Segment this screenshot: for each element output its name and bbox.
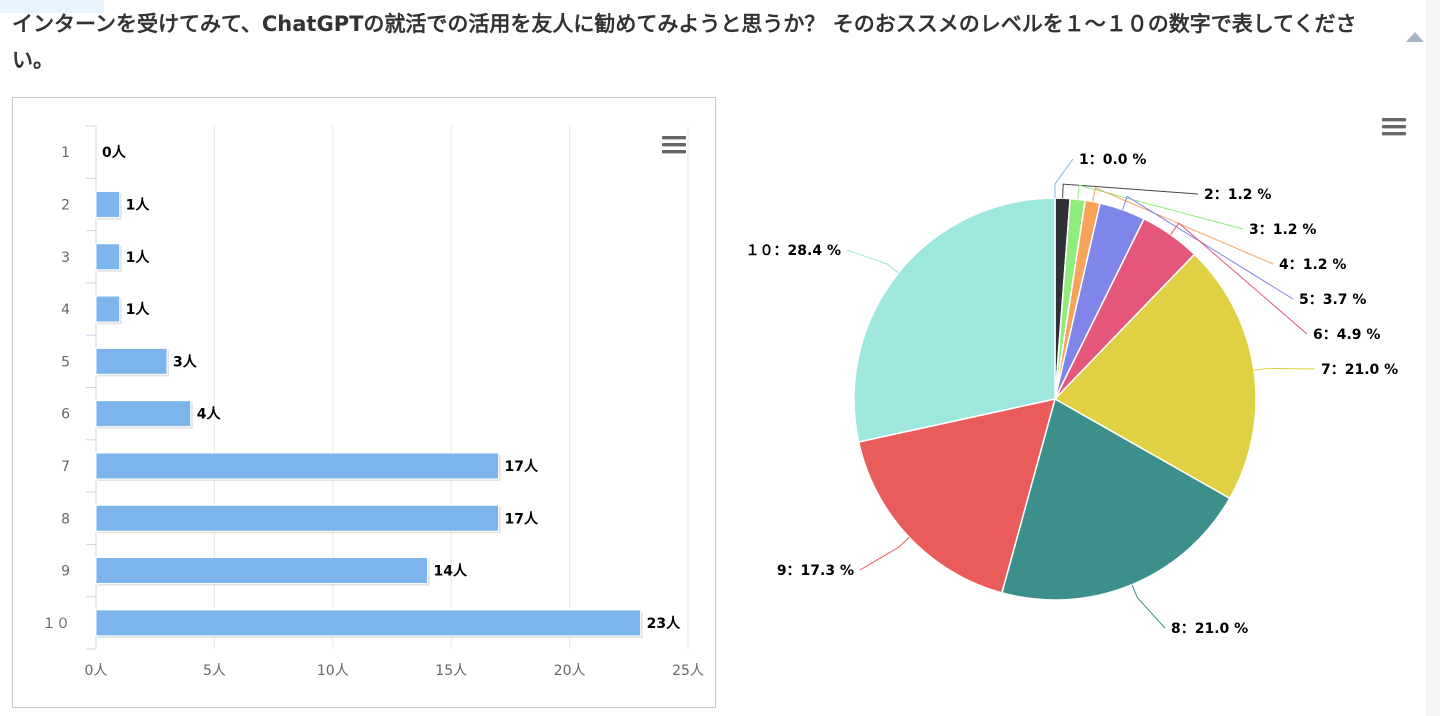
pie-slice[interactable] bbox=[857, 398, 1057, 594]
bar-value-label: 23人 bbox=[647, 615, 681, 632]
pie-data-label: 1：0.0 % bbox=[1079, 152, 1146, 168]
pie-data-label: 5：3.7 % bbox=[1299, 292, 1366, 308]
bar[interactable] bbox=[95, 295, 121, 323]
bar-value-label: 0人 bbox=[102, 144, 127, 161]
pie-data-label: 7：21.0 % bbox=[1321, 362, 1398, 378]
bar-axis bbox=[86, 125, 97, 650]
pie-data-label: 2：1.2 % bbox=[1204, 187, 1271, 203]
pie-connector bbox=[859, 537, 910, 571]
bar-value-label: 4人 bbox=[197, 406, 222, 423]
bar-value-label: 1人 bbox=[126, 301, 151, 318]
bar[interactable] bbox=[95, 504, 500, 532]
x-tick-label: 5人 bbox=[203, 663, 226, 679]
pie-chart-panel: 1：0.0 % 2：1.2 % 3：1.2 % 4：1.2 % 5：3.7 % 6：4.9… bbox=[724, 97, 1424, 708]
pie-slice[interactable] bbox=[1053, 253, 1257, 500]
bar[interactable] bbox=[95, 347, 168, 375]
pie-data-label: １０：28.4 % bbox=[746, 243, 841, 259]
bar-chart-panel: 1 2 3 4 5 6 7 8 9 １０ 0人 5人 10人 15人 20人 25人 0人 1人 1人 1人 3人 4… bbox=[12, 97, 716, 708]
pie-series bbox=[853, 197, 1257, 601]
x-tick-label: 25人 bbox=[672, 663, 704, 679]
pie-data-label: 4：1.2 % bbox=[1279, 257, 1346, 273]
y-category-label: 1 bbox=[61, 145, 70, 161]
y-category-label: 4 bbox=[61, 302, 70, 318]
header-accent bbox=[0, 0, 104, 13]
hamburger-menu-icon[interactable] bbox=[1381, 114, 1407, 140]
pie-data-label: 3：1.2 % bbox=[1249, 222, 1316, 238]
chevron-up-icon[interactable] bbox=[1402, 26, 1428, 46]
pie-slice[interactable] bbox=[1000, 397, 1231, 601]
hamburger-menu-icon[interactable] bbox=[661, 132, 687, 158]
pie-connector bbox=[1054, 158, 1074, 198]
x-tick-label: 0人 bbox=[85, 663, 108, 679]
pie-connector bbox=[1092, 187, 1274, 265]
y-category-label: 6 bbox=[61, 407, 70, 423]
pie-chart: 1：0.0 % 2：1.2 % 3：1.2 % 4：1.2 % 5：3.7 % 6：4.9… bbox=[746, 114, 1407, 637]
pie-data-labels: 1：0.0 % 2：1.2 % 3：1.2 % 4：1.2 % 5：3.7 % 6：4.9… bbox=[746, 152, 1399, 637]
bar[interactable] bbox=[95, 400, 192, 428]
scrollbar-track[interactable] bbox=[1426, 0, 1440, 716]
y-category-label: 5 bbox=[61, 354, 70, 370]
bar-value-label: 17人 bbox=[505, 458, 539, 475]
bar-value-labels: 0人 1人 1人 1人 3人 4人 17人 17人 14人 23人 bbox=[102, 144, 681, 632]
x-tick-label: 15人 bbox=[435, 663, 467, 679]
question-title: インターンを受けてみて、ChatGPTの就活での活用を友人に勧めてみようと思うか… bbox=[12, 12, 1357, 72]
y-category-label: １０ bbox=[42, 616, 70, 632]
bar-value-label: 1人 bbox=[126, 249, 151, 266]
bar-chart: 1 2 3 4 5 6 7 8 9 １０ 0人 5人 10人 15人 20人 25人 0人 1人 1人 1人 3人 4… bbox=[42, 125, 704, 679]
bar-value-label: 1人 bbox=[126, 196, 151, 213]
pie-data-label: 8：21.0 % bbox=[1171, 621, 1248, 637]
bar[interactable] bbox=[95, 243, 121, 271]
bar-value-label: 17人 bbox=[505, 510, 539, 527]
pie-data-label: 9：17.3 % bbox=[777, 563, 854, 579]
x-tick-label: 10人 bbox=[317, 663, 349, 679]
bar-tick-labels: 0人 5人 10人 15人 20人 25人 bbox=[85, 663, 704, 679]
pie-connectors bbox=[846, 158, 1316, 629]
bar[interactable] bbox=[95, 452, 500, 480]
bar[interactable] bbox=[95, 557, 429, 585]
y-category-label: 7 bbox=[61, 459, 70, 475]
bar-value-label: 3人 bbox=[173, 353, 198, 370]
bar-series bbox=[95, 190, 643, 638]
y-category-label: 2 bbox=[61, 197, 70, 213]
bar[interactable] bbox=[95, 190, 121, 218]
y-category-label: 8 bbox=[61, 511, 70, 527]
pie-connector bbox=[1131, 584, 1166, 629]
bar-value-label: 14人 bbox=[434, 563, 468, 580]
pie-slice[interactable] bbox=[853, 197, 1056, 443]
bar[interactable] bbox=[95, 609, 642, 637]
pie-connector bbox=[1170, 222, 1308, 335]
pie-connector bbox=[1077, 184, 1244, 230]
pie-data-label: 6：4.9 % bbox=[1313, 327, 1380, 343]
pie-connector bbox=[846, 249, 899, 274]
x-tick-label: 20人 bbox=[554, 663, 586, 679]
pie-connector bbox=[1062, 183, 1199, 199]
pie-connector bbox=[1253, 367, 1316, 371]
pie-connector bbox=[1122, 195, 1294, 300]
y-category-label: 9 bbox=[61, 564, 70, 580]
bar-category-labels: 1 2 3 4 5 6 7 8 9 １０ bbox=[42, 145, 70, 632]
y-category-label: 3 bbox=[61, 250, 70, 266]
